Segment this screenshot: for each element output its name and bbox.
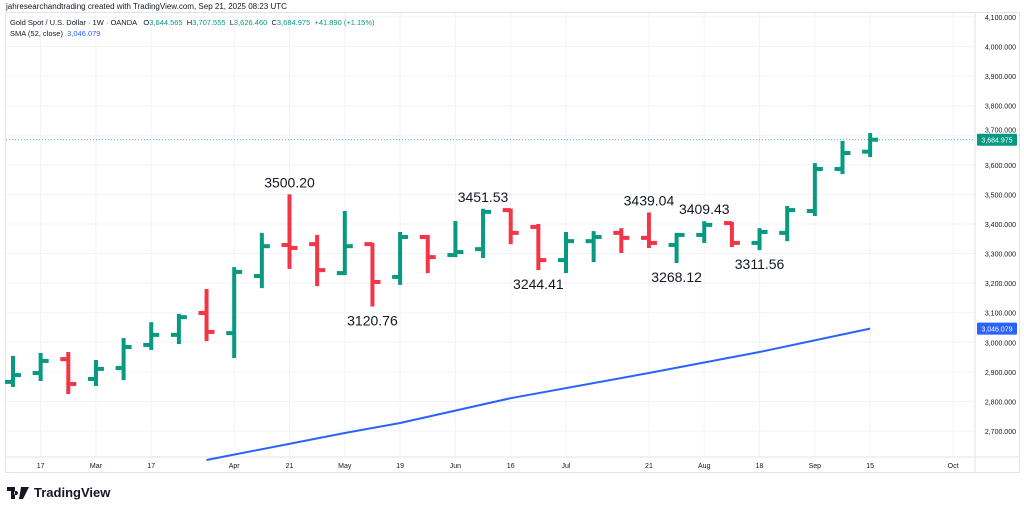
ohlc-bar (530, 223, 547, 270)
ohlc-bar (613, 228, 630, 253)
price-annotation: 3409.43 (679, 201, 730, 217)
last-price-label-bg (977, 133, 1017, 146)
x-tick-label: Aug (698, 463, 711, 470)
ohlc-bar (419, 234, 436, 274)
y-tick-label: 2,800.000 (985, 399, 1016, 406)
ohlc-bar (447, 221, 464, 258)
x-tick-label: Mar (90, 463, 103, 470)
change-value: +41.890 (+1.15%) (314, 18, 375, 27)
ohlc-bar (558, 231, 574, 274)
y-tick-label: 4,000.000 (985, 45, 1016, 52)
close-label: C (271, 18, 277, 27)
close-value: 3,684.975 (276, 18, 311, 27)
x-tick-label: 15 (866, 463, 874, 470)
x-tick-label: Oct (948, 463, 959, 470)
tradingview-logo-text: TradingView (34, 485, 111, 500)
sma-value: 3,046.079 (67, 29, 101, 38)
ohlc-bar (115, 338, 132, 381)
price-annotation: 3311.56 (735, 256, 785, 272)
ohlc-bar (668, 232, 685, 263)
price-annotation: 3268.12 (651, 269, 702, 285)
y-tick-label: 2,700.000 (985, 429, 1016, 436)
ohlc-bar (87, 360, 104, 387)
x-tick-label: 21 (645, 463, 653, 470)
x-tick-label: Sep (809, 463, 822, 470)
x-tick-label: 17 (37, 463, 45, 470)
y-tick-label: 3,000.000 (985, 340, 1016, 347)
y-tick-label: 3,800.000 (985, 104, 1016, 111)
ohlc-bar (364, 242, 381, 307)
x-tick-label: 16 (507, 463, 515, 470)
x-tick-label: 19 (396, 463, 404, 470)
y-tick-label: 3,600.000 (985, 163, 1016, 170)
y-tick-label: 3,100.000 (985, 311, 1016, 318)
symbol-legend[interactable]: Gold Spot / U.S. Dollar · 1W · OANDA O3,… (10, 17, 374, 28)
y-tick-label: 3,300.000 (985, 252, 1016, 259)
ohlc-bar (834, 140, 851, 175)
price-annotation: 3451.53 (458, 189, 509, 205)
ohlc-bar (779, 205, 796, 242)
ohlc-bar (723, 221, 740, 248)
ohlc-bar (806, 163, 823, 217)
sma-label: SMA (52, close) (10, 29, 63, 38)
y-tick-label: 3,500.000 (985, 192, 1016, 199)
y-tick-label: 3,200.000 (985, 281, 1016, 288)
ohlc-bar (253, 232, 270, 289)
x-tick-label: Apr (229, 463, 241, 470)
ohlc-bar (5, 355, 21, 387)
price-annotation: 3120.76 (347, 313, 398, 329)
ohlc-bar (585, 231, 602, 263)
ohlc-bar (198, 289, 215, 342)
x-tick-label: 17 (147, 463, 155, 470)
ohlc-bar (475, 208, 492, 258)
ohlc-bar (309, 234, 326, 287)
y-tick-label: 3,400.000 (985, 222, 1016, 229)
price-annotation: 3500.20 (264, 174, 315, 190)
price-annotation: 3244.41 (513, 276, 564, 292)
chart-credit: jahresearchandtrading created with Tradi… (6, 2, 287, 11)
chart-frame[interactable] (5, 12, 1020, 473)
ohlc-bar (392, 231, 409, 285)
ohlc-bar (696, 221, 713, 243)
low-label: L (229, 18, 234, 27)
chart-legend: Gold Spot / U.S. Dollar · 1W · OANDA O3,… (10, 17, 374, 39)
y-tick-label: 4,100.000 (985, 15, 1016, 22)
ohlc-bar (502, 208, 519, 245)
tradingview-logo[interactable]: TradingView (7, 485, 110, 500)
x-tick-label: Jul (562, 463, 571, 470)
ohlc-bar (640, 212, 657, 248)
high-value: 3,707.555 (192, 18, 226, 27)
x-tick-label: 21 (286, 463, 294, 470)
open-label: O (143, 18, 150, 27)
ohlc-bar (60, 352, 77, 395)
ohlc-bar (226, 267, 243, 358)
sma-price-label-bg (977, 322, 1017, 335)
x-tick-label: Jun (450, 463, 461, 470)
y-tick-label: 2,900.000 (985, 370, 1016, 377)
ohlc-bar (336, 210, 353, 276)
sma-line (206, 327, 871, 461)
ohlc-bar (751, 228, 768, 251)
low-value: 3,626.460 (233, 18, 268, 27)
y-tick-label: 3,900.000 (985, 74, 1016, 81)
last-price-label: 3,684.975 (981, 138, 1012, 145)
ohlc-bar (143, 322, 160, 350)
ohlc-bar (32, 352, 49, 382)
x-tick-label: May (338, 463, 352, 470)
ohlc-bar (862, 133, 879, 158)
open-value: 3,644.565 (149, 18, 183, 27)
sma-legend[interactable]: SMA (52, close) 3,046.079 (10, 28, 374, 39)
ohlc-bar (170, 313, 187, 345)
symbol-title: Gold Spot / U.S. Dollar · 1W · OANDA (10, 18, 138, 27)
y-tick-label: 3,700.000 (985, 128, 1016, 135)
price-annotation: 3439.04 (624, 192, 675, 208)
tradingview-logo-icon (7, 486, 29, 499)
x-tick-label: 18 (756, 463, 764, 470)
ohlc-bar (281, 194, 298, 269)
high-label: H (186, 18, 193, 27)
sma-price-label: 3,046.079 (981, 327, 1012, 334)
